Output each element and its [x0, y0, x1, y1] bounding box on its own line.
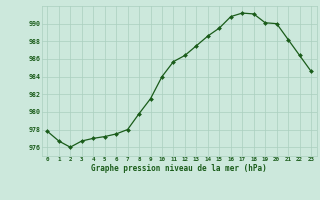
X-axis label: Graphe pression niveau de la mer (hPa): Graphe pression niveau de la mer (hPa) — [91, 164, 267, 173]
